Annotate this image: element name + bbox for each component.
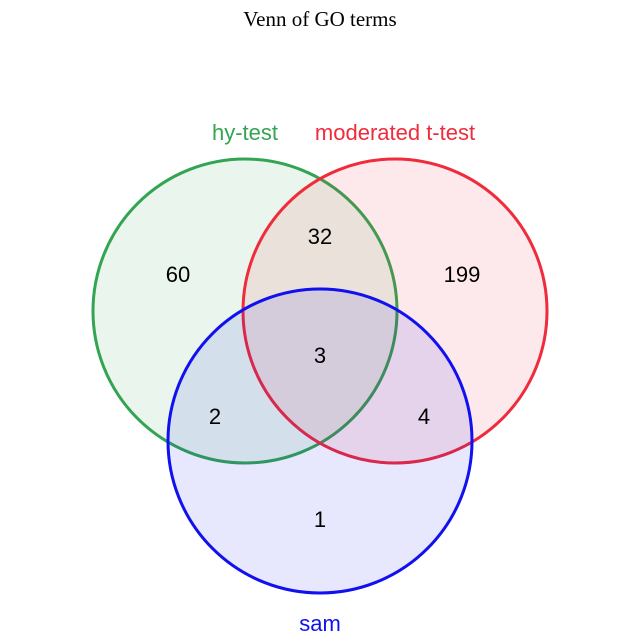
region-count-sam-only: 1 [314,507,326,532]
diagram-title: Venn of GO terms [243,7,396,31]
region-count-moderated-t-test-and-sam: 4 [418,404,430,429]
region-count-moderated-t-test-only: 199 [444,262,481,287]
set-label-hy-test: hy-test [212,120,278,145]
set-circle-sam [166,287,474,595]
set-label-sam: sam [299,611,341,636]
region-count-hy-test-only: 60 [166,262,190,287]
region-count-all-three: 3 [314,343,326,368]
region-count-hy-test-and-sam: 2 [209,404,221,429]
set-label-moderated-t-test: moderated t-test [315,120,475,145]
region-count-hy-test-and-moderated-t-test: 32 [308,224,332,249]
